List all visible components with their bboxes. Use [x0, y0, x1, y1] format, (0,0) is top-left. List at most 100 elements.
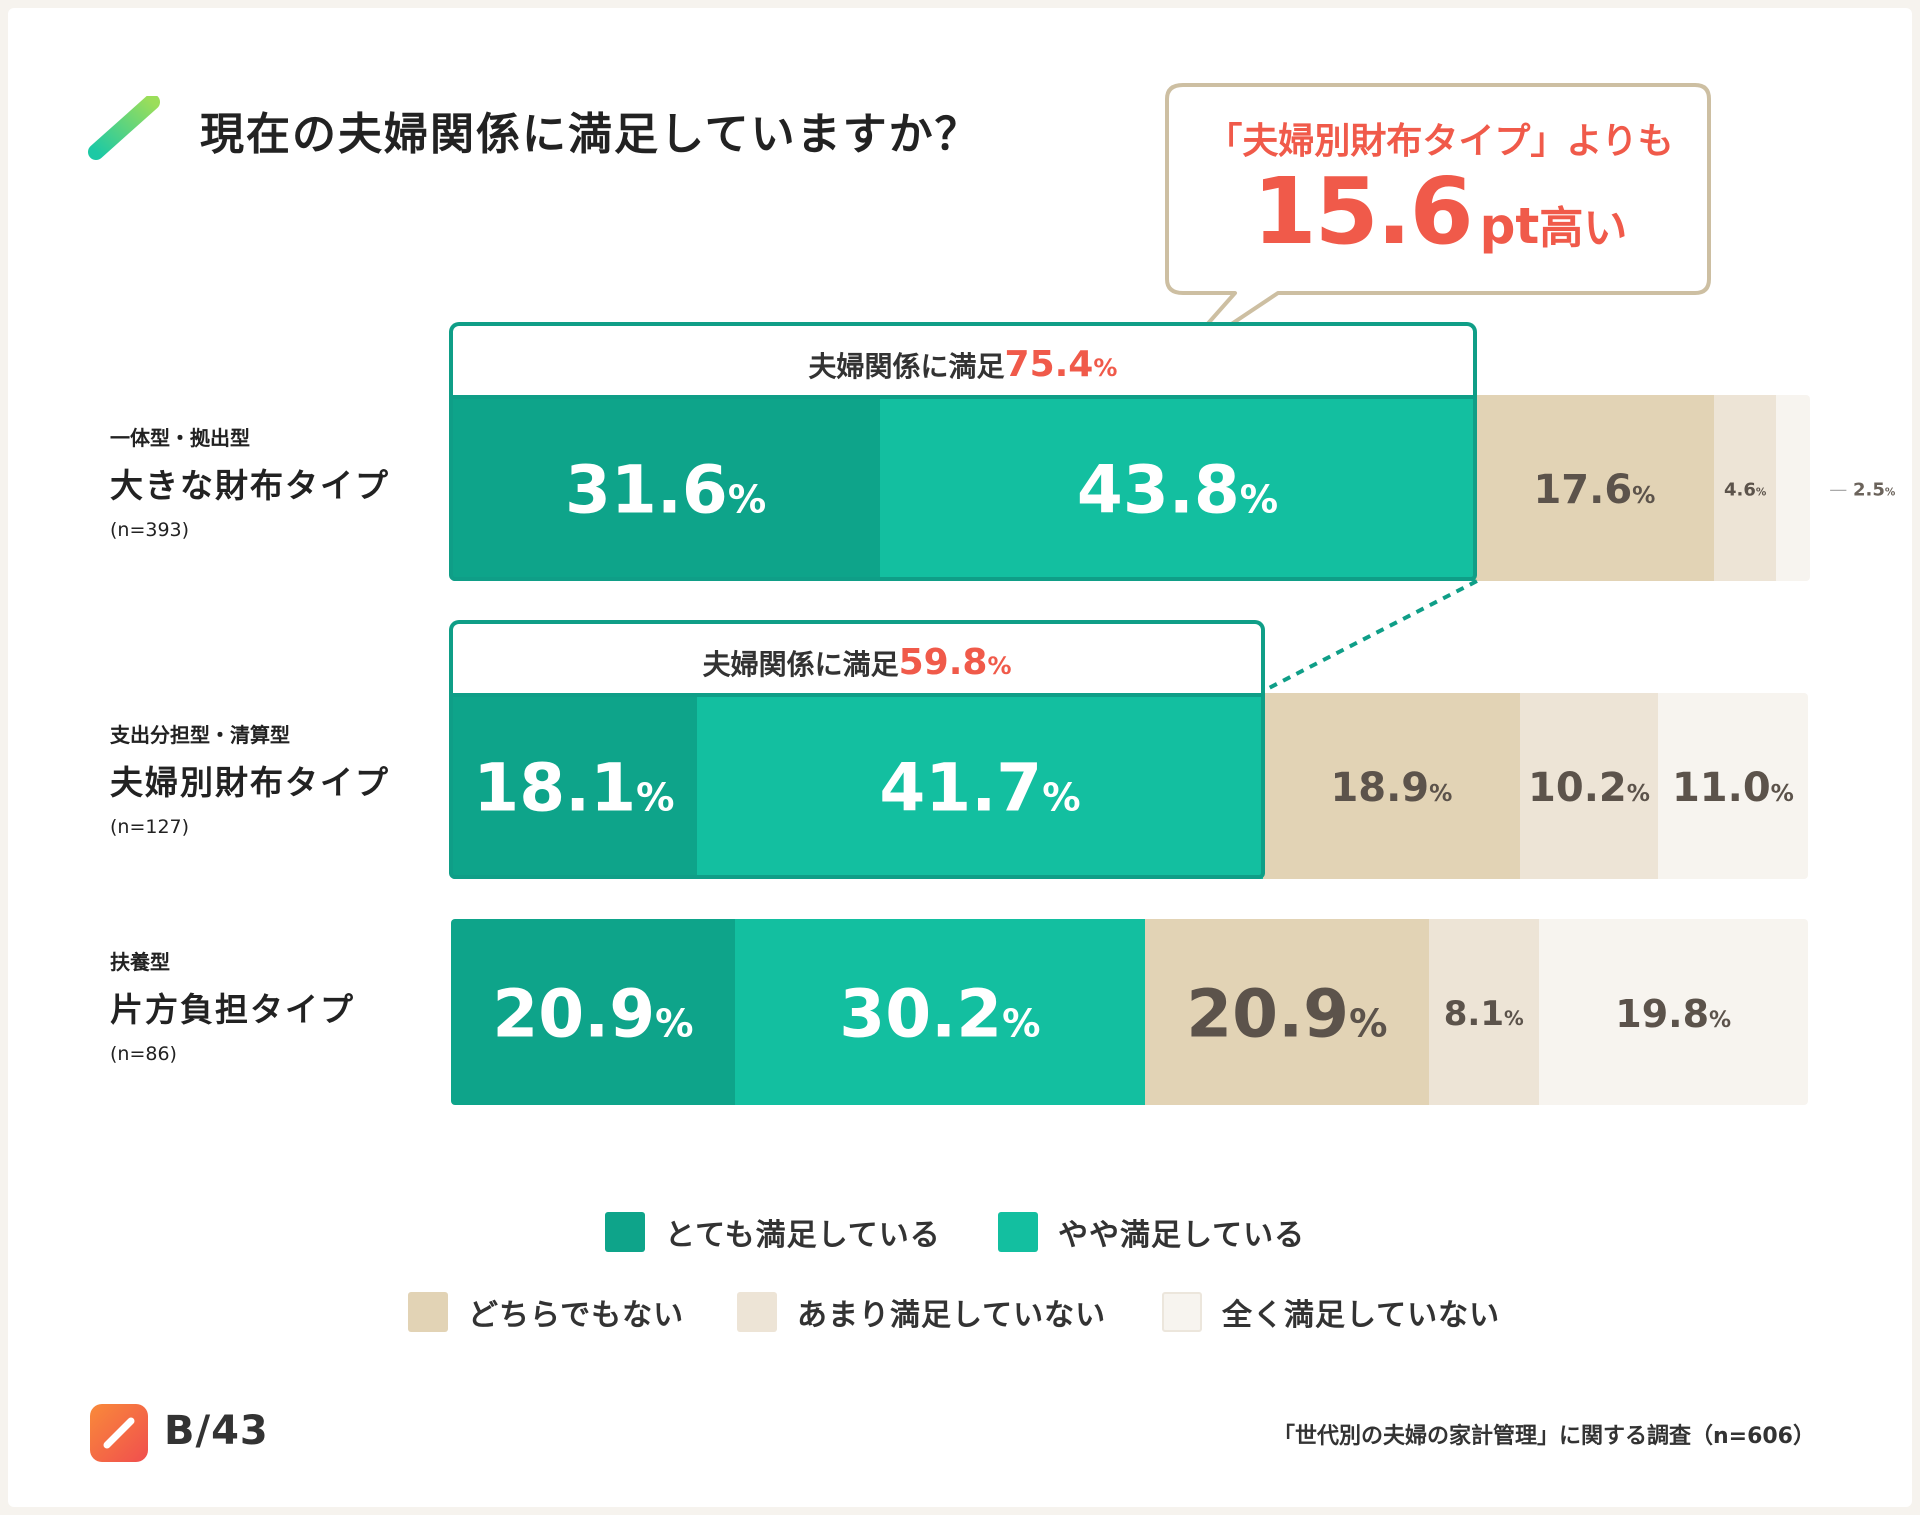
bar-value-label: 31.6% — [565, 452, 766, 529]
bar-value-number: 41.7 — [879, 749, 1043, 827]
legend-item-3: あまり満足していない — [737, 1290, 1106, 1334]
bar-value-unit: % — [727, 477, 767, 523]
bar-value-unit: % — [1349, 1001, 1388, 1047]
row-sublabel: 支出分担型・清算型 — [110, 723, 290, 747]
callout-value: 15.6 — [1252, 158, 1474, 265]
bar-value-number: 2.5 — [1853, 479, 1885, 501]
bar-segment — [1538, 919, 1808, 1105]
bar-value-unit: % — [1429, 780, 1453, 807]
legend-swatch — [998, 1212, 1038, 1252]
brand-logo-icon — [90, 1404, 148, 1462]
row-mainlabel: 片方負担タイプ — [110, 990, 355, 1029]
group-value: 59.8 — [898, 642, 988, 683]
bar-value-label: 11.0% — [1672, 765, 1794, 811]
legend-item-1: やや満足している — [998, 1210, 1305, 1254]
row-label-0: 一体型・拠出型 大きな財布タイプ (n=393) — [110, 422, 390, 541]
bar-segment — [1519, 693, 1659, 879]
bar-value-unit: % — [1770, 780, 1794, 807]
bar-value-label: 10.2% — [1528, 765, 1650, 811]
bar-value-label: 4.6% — [1724, 480, 1766, 501]
bar-value-number: 31.6 — [564, 451, 728, 529]
bar-value-unit: % — [655, 1001, 694, 1047]
legend-label: どちらでもない — [468, 1298, 685, 1333]
bar-value-number: 19.8 — [1615, 992, 1710, 1036]
bar-value-unit: % — [1632, 482, 1656, 509]
bar-value-label: 20.9% — [1186, 976, 1387, 1053]
bar-value-label: 41.7% — [879, 750, 1080, 827]
row-mainlabel: 夫婦別財布タイプ — [110, 763, 390, 802]
bar-value-number: 10.2 — [1528, 765, 1627, 811]
bar-value-unit: % — [1884, 486, 1896, 499]
group-value: 75.4 — [1004, 344, 1094, 385]
row-label-2: 扶養型 片方負担タイプ (n=86) — [110, 946, 355, 1065]
bar-value-unit: % — [1755, 486, 1767, 499]
row-label-1: 支出分担型・清算型 夫婦別財布タイプ (n=127) — [110, 719, 390, 838]
connector-dotted-line — [1264, 579, 1478, 692]
bar-value-unit: % — [1626, 780, 1650, 807]
bar-value-label: 8.1% — [1444, 994, 1524, 1034]
bar-value-unit: % — [1503, 1007, 1524, 1030]
callout-text: 「夫婦別財布タイプ」よりも — [1206, 121, 1674, 162]
satisfied-group-header: 夫婦関係に満足59.8% — [449, 620, 1266, 696]
bar-segment — [880, 395, 1475, 581]
callout-suffix: 高い — [1539, 203, 1628, 254]
bar-value-unit: % — [1709, 1008, 1732, 1033]
bar-value-number: 11.0 — [1671, 765, 1771, 811]
group-unit: % — [1093, 354, 1118, 382]
bar-value-label: 43.8% — [1077, 452, 1278, 529]
bar-value-number: 18.1 — [473, 749, 637, 827]
bar-value-unit: % — [1239, 477, 1279, 523]
row-sublabel: 扶養型 — [110, 950, 170, 974]
bar-segment — [734, 919, 1145, 1105]
row-sample-size: (n=393) — [110, 519, 190, 541]
source-note: 「世代別の夫婦の家計管理」に関する調査（n=606） — [1272, 1424, 1815, 1449]
bar-value-label: — 2.5% — [1829, 480, 1895, 501]
legend-item-0: とても満足している — [605, 1210, 941, 1254]
row-sample-size: (n=86) — [110, 1043, 177, 1065]
bar-value-number: 18.9 — [1330, 765, 1430, 811]
legend-swatch — [605, 1212, 645, 1252]
legend-label: とても満足している — [665, 1218, 941, 1253]
legend-label: 全く満足していない — [1222, 1298, 1501, 1333]
bar-segment — [1776, 395, 1811, 581]
legend-label: あまり満足していない — [797, 1298, 1107, 1333]
group-label: 夫婦関係に満足 — [808, 350, 1005, 383]
bar-segment — [1428, 919, 1539, 1105]
bar-value-label: 17.6% — [1533, 467, 1655, 513]
bar-value-label: 19.8% — [1615, 992, 1731, 1036]
group-unit: % — [987, 652, 1012, 680]
bar-segment — [1474, 395, 1714, 581]
bar-value-label: 30.2% — [839, 976, 1040, 1053]
bar-value-unit: % — [1042, 775, 1081, 821]
bar-segment — [1144, 919, 1429, 1105]
row-mainlabel: 大きな財布タイプ — [110, 466, 390, 505]
legend-swatch — [408, 1292, 448, 1332]
legend-item-2: どちらでもない — [408, 1290, 684, 1334]
bar-value-number: 4.6 — [1723, 479, 1756, 501]
title-stripe-icon — [88, 96, 160, 160]
bar-value-label: 18.1% — [473, 750, 674, 827]
legend-swatch — [1162, 1292, 1202, 1332]
page-title: 現在の夫婦関係に満足していますか？ — [200, 109, 981, 160]
bar-value-number: 30.2 — [839, 975, 1003, 1053]
bar-value-label: 20.9% — [492, 976, 693, 1053]
legend-item-4: 全く満足していない — [1162, 1290, 1500, 1334]
brand-name: B/43 — [164, 1408, 269, 1454]
leader-dash: — — [1829, 479, 1854, 501]
bar-value-number: 20.9 — [1186, 975, 1350, 1053]
bar-value-number: 43.8 — [1076, 451, 1240, 529]
callout-highlight: 15.6 pt高い — [1165, 158, 1715, 265]
bar-segment — [1263, 693, 1520, 879]
bar-value-label: 18.9% — [1330, 765, 1452, 811]
bar-segment — [1658, 693, 1808, 879]
callout-unit: pt — [1479, 197, 1540, 255]
bar-segment — [451, 919, 735, 1105]
row-sample-size: (n=127) — [110, 816, 190, 838]
bar-value-number: 20.9 — [492, 975, 656, 1053]
bar-segment — [1713, 395, 1777, 581]
legend-label: やや満足している — [1058, 1218, 1306, 1253]
bar-segment — [696, 693, 1264, 879]
bar-value-number: 8.1 — [1443, 994, 1504, 1034]
